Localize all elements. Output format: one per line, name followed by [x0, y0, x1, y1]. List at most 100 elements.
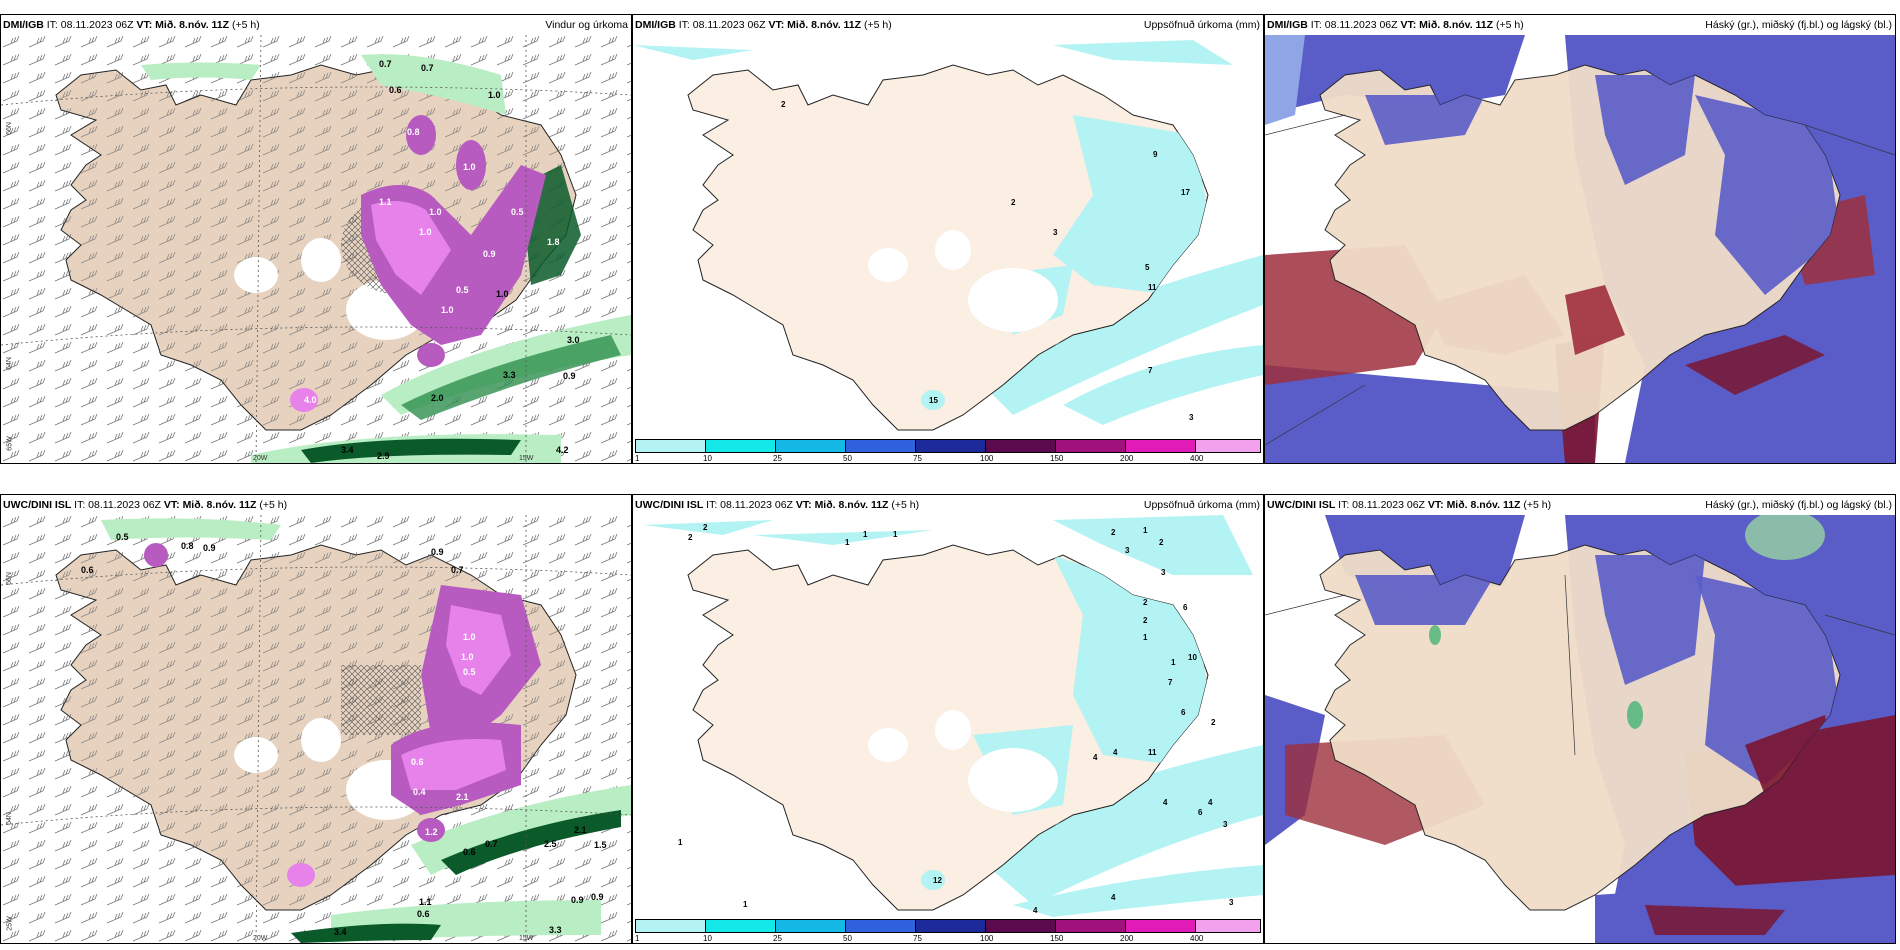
colorbar-tick: 150 — [1050, 454, 1064, 463]
lat-label: 66N — [5, 122, 13, 135]
precip-value: 0.5 — [463, 667, 476, 677]
accum-value: 9 — [1153, 150, 1158, 159]
precip-value: 1.0 — [461, 652, 474, 662]
map-area[interactable] — [1265, 515, 1895, 943]
colorbar-tick: 400 — [1190, 934, 1204, 943]
accum-value: 2 — [1111, 528, 1116, 537]
accum-value: 10 — [1188, 653, 1197, 662]
precip-value: 1.0 — [463, 632, 476, 642]
accum-value: 2 — [688, 533, 693, 542]
precip-value: 2.5 — [544, 839, 557, 849]
lon-label: 15W — [519, 455, 534, 462]
colorbar-swatch — [1125, 439, 1195, 453]
wind-precip-map: 0.5 0.6 0.8 0.9 0.9 0.7 1.0 1.0 0.5 0.6 … — [1, 515, 631, 943]
colorbar-tick: 1 — [635, 454, 640, 463]
precip-value: 4.0 — [304, 395, 317, 405]
accum-value: 1 — [743, 900, 748, 909]
accum-value: 6 — [1198, 808, 1203, 817]
accum-value: 6 — [1183, 603, 1188, 612]
valid-label: VT: — [1400, 19, 1417, 31]
colorbar: 1 10 25 50 75 100 150 200 400 — [633, 917, 1263, 943]
accum-precip-map: 2 9 17 2 3 11 5 7 3 15 — [633, 40, 1263, 431]
precip-value: 0.7 — [379, 59, 392, 69]
precip-value: 4.2 — [556, 445, 569, 455]
precip-value: 2.1 — [456, 792, 469, 802]
valid-time: Mið. 8.nóv. 11Z — [1419, 19, 1494, 31]
valid-time: Mið. 8.nóv. 11Z — [182, 499, 257, 511]
model-source: DMI/IGB — [635, 19, 676, 31]
panel-title: Háský (gr.), miðský (fj.bl.) og lágský (… — [1705, 499, 1892, 511]
precip-value: 1.0 — [429, 207, 442, 217]
precip-value: 1.5 — [594, 840, 607, 850]
accum-value: 7 — [1148, 366, 1153, 375]
accum-value: 7 — [1168, 678, 1173, 687]
panel-clouds-bottom: UWC/DINI ISL IT: 08.11.2023 06Z VT: Mið.… — [1264, 494, 1896, 944]
precip-value: 1.0 — [463, 162, 476, 172]
precip-value: 1.1 — [419, 897, 432, 907]
precip-value: 3.4 — [334, 927, 347, 937]
colorbar-tick: 200 — [1120, 454, 1134, 463]
accum-value: 4 — [1208, 798, 1213, 807]
accum-value: 5 — [1145, 263, 1150, 272]
colorbar-tick: 150 — [1050, 934, 1064, 943]
map-area[interactable] — [1265, 35, 1895, 463]
colorbar-tick: 50 — [843, 454, 852, 463]
precip-value: 2.0 — [431, 393, 444, 403]
accum-value: 1 — [678, 838, 683, 847]
lon-label: 20W — [253, 455, 268, 462]
accum-value: 4 — [1093, 753, 1098, 762]
precip-value: 3.0 — [567, 335, 580, 345]
precip-value: 0.7 — [421, 63, 434, 73]
colorbar-tick: 100 — [980, 454, 994, 463]
accum-value: 2 — [1159, 538, 1164, 547]
colorbar-tick: 100 — [980, 934, 994, 943]
map-area[interactable]: 2 2 1 1 1 2 3 1 2 3 6 2 10 1 2 7 1 2 6 1… — [633, 515, 1263, 917]
lon-label: 15W — [519, 935, 534, 942]
lat-label: 64N — [5, 812, 13, 825]
colorbar-swatch — [775, 919, 845, 933]
accum-precip-map: 2 2 1 1 1 2 3 1 2 3 6 2 10 1 2 7 1 2 6 1… — [643, 515, 1263, 917]
colorbar-swatch — [985, 919, 1055, 933]
forecast-step: (+5 h) — [891, 499, 920, 511]
panel-header: UWC/DINI ISL IT: 08.11.2023 06Z VT: Mið.… — [633, 495, 1263, 515]
map-area[interactable]: 0.5 0.6 0.8 0.9 0.9 0.7 1.0 1.0 0.5 0.6 … — [1, 515, 631, 943]
colorbar-swatch — [635, 439, 705, 453]
valid-time: Mið. 8.nóv. 11Z — [1446, 499, 1521, 511]
panel-header: UWC/DINI ISL IT: 08.11.2023 06Z VT: Mið.… — [1265, 495, 1895, 515]
colorbar-swatch — [845, 919, 915, 933]
map-area[interactable]: 0.7 0.7 0.6 1.0 0.8 1.0 1.0 1.1 1.0 0.9 … — [1, 35, 631, 463]
colorbar-swatch — [1195, 919, 1261, 933]
panel-title: Háský (gr.), miðský (fj.bl.) og lágský (… — [1705, 19, 1892, 31]
accum-value: 2 — [1143, 616, 1148, 625]
colorbar-swatch — [845, 439, 915, 453]
lat-label: 64N — [5, 357, 13, 370]
panel-header: DMI/IGB IT: 08.11.2023 06Z VT: Mið. 8.nó… — [633, 15, 1263, 35]
panel-header: DMI/IGB IT: 08.11.2023 06Z VT: Mið. 8.nó… — [1265, 15, 1895, 35]
colorbar-tick: 1 — [635, 934, 640, 943]
colorbar-swatch — [1055, 439, 1125, 453]
panel-header: UWC/DINI ISL IT: 08.11.2023 06Z VT: Mið.… — [1, 495, 631, 515]
lat-label: 25W — [6, 916, 14, 931]
init-time: IT: 08.11.2023 06Z — [706, 499, 793, 511]
colorbar-tick: 50 — [843, 934, 852, 943]
colorbar-swatch — [985, 439, 1055, 453]
precip-value: 0.9 — [431, 547, 444, 557]
valid-label: VT: — [136, 19, 153, 31]
valid-time: Mið. 8.nóv. 11Z — [814, 499, 889, 511]
precip-value: 1.8 — [547, 237, 560, 247]
accum-value: 6 — [1181, 708, 1186, 717]
precip-value: 0.5 — [116, 532, 129, 542]
accum-value: 3 — [1053, 228, 1058, 237]
panel-title: Uppsöfnuð úrkoma (mm) — [1143, 499, 1260, 511]
map-area[interactable]: 2 9 17 2 3 11 5 7 3 15 — [633, 35, 1263, 437]
precip-value: 0.9 — [203, 543, 216, 553]
precip-value: 0.5 — [456, 285, 469, 295]
colorbar-tick: 400 — [1190, 454, 1204, 463]
accum-value: 1 — [845, 538, 850, 547]
accum-value: 3 — [1189, 413, 1194, 422]
valid-time: Mið. 8.nóv. 11Z — [155, 19, 230, 31]
model-source: DMI/IGB — [1267, 19, 1308, 31]
precip-value: 0.6 — [389, 85, 402, 95]
accum-value: 11 — [1148, 283, 1157, 292]
accum-value: 1 — [863, 530, 868, 539]
